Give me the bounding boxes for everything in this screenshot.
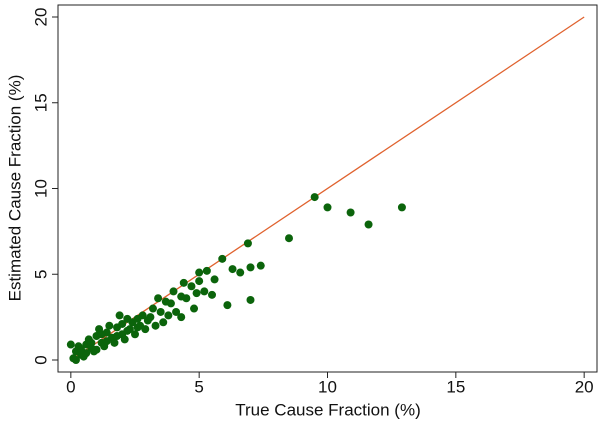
point [256, 261, 265, 270]
point [172, 307, 181, 316]
point [156, 307, 165, 316]
point [66, 340, 75, 349]
point [113, 331, 122, 340]
point [246, 295, 255, 304]
point [397, 203, 406, 212]
point [285, 234, 293, 243]
point [346, 208, 355, 217]
point [87, 338, 96, 347]
x-axis-title: True Cause Fraction (%) [235, 400, 420, 419]
y-tick-label: 0 [31, 355, 50, 364]
point [154, 294, 163, 303]
point [146, 313, 155, 322]
point [310, 193, 319, 202]
point [118, 319, 127, 328]
point [169, 287, 178, 296]
point [182, 294, 191, 303]
point [123, 314, 132, 323]
x-tick-label: 20 [575, 377, 594, 396]
y-tick-label: 20 [31, 8, 50, 27]
point [218, 254, 227, 263]
point [243, 239, 252, 248]
point [246, 263, 255, 272]
point [192, 289, 201, 298]
point [159, 318, 168, 327]
reference-line [70, 16, 585, 361]
point [105, 321, 114, 330]
y-tick-label: 15 [31, 93, 50, 112]
x-tick-label: 0 [66, 377, 75, 396]
point [323, 203, 332, 212]
point [120, 335, 129, 344]
point [210, 275, 219, 284]
point [195, 268, 204, 277]
point [236, 268, 245, 277]
point [115, 311, 124, 320]
point [148, 304, 157, 313]
y-tick-label: 10 [31, 179, 50, 198]
point [223, 301, 232, 310]
point [102, 337, 111, 346]
point [200, 287, 209, 296]
point [110, 338, 119, 347]
y-tick-label: 5 [31, 270, 50, 279]
point [177, 313, 186, 322]
point [123, 326, 132, 335]
point [151, 321, 160, 330]
point [92, 345, 101, 354]
point [71, 355, 80, 364]
point [202, 266, 211, 275]
point [166, 299, 175, 308]
point [364, 220, 373, 229]
x-tick-label: 10 [318, 377, 337, 396]
x-tick-label: 15 [446, 377, 465, 396]
point [141, 325, 150, 334]
point [133, 314, 142, 323]
point [195, 277, 204, 286]
point [77, 345, 86, 354]
point [187, 282, 196, 291]
point [131, 330, 139, 339]
y-axis-title: Estimated Cause Fraction (%) [5, 75, 24, 302]
point [208, 290, 216, 299]
point [97, 330, 106, 339]
point [228, 265, 237, 274]
x-tick-label: 5 [194, 377, 203, 396]
point [164, 311, 173, 320]
point [179, 278, 188, 287]
point [190, 304, 199, 313]
